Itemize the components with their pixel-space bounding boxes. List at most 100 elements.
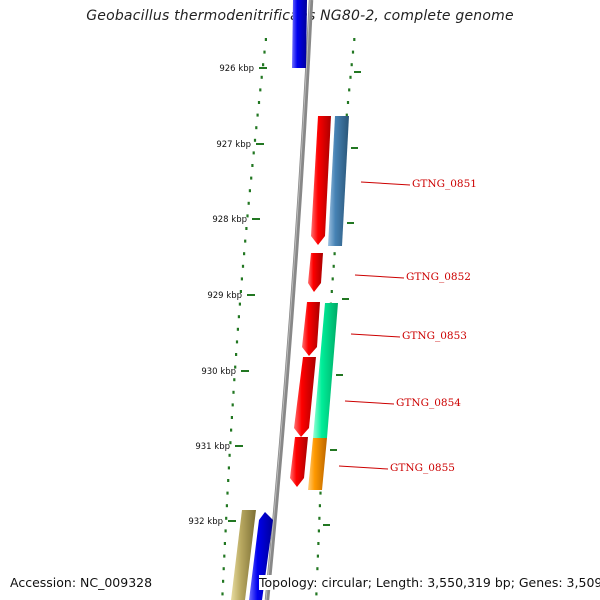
gene-label-leader: [360, 181, 411, 186]
ruler-inner-dot: [259, 88, 262, 92]
gene-label-leader: [354, 274, 405, 279]
ruler-inner-dot: [248, 189, 251, 193]
ruler-tick-label: 931 kbp: [195, 442, 230, 452]
gene-label-gtng-0852[interactable]: GTNG_0852: [406, 271, 471, 283]
gene-red-3[interactable]: [302, 302, 320, 356]
ruler-inner-dot: [252, 151, 255, 155]
ruler-outer-dot: [315, 592, 318, 596]
ruler-inner-dot: [257, 101, 261, 104]
ruler-inner-dot: [231, 403, 234, 407]
ruler-outer-dot: [333, 252, 336, 256]
ruler-tick-label: 928 kbp: [212, 215, 247, 225]
gene-red-2[interactable]: [308, 253, 323, 292]
ruler-outer-dot: [348, 88, 351, 92]
accession-text: Accession: NC_009328: [10, 575, 153, 590]
ruler-inner-dot: [243, 252, 246, 256]
ruler-inner-dot: [225, 504, 228, 508]
ruler-inner-dot: [260, 75, 263, 79]
gene-red-1[interactable]: [311, 116, 331, 245]
ruler-inner-dot: [234, 365, 237, 369]
ruler-inner-dot: [228, 453, 231, 457]
ruler-inner-dot: [222, 567, 225, 571]
ruler-outer-dot: [345, 113, 348, 117]
ruler-outer-dot: [318, 504, 321, 508]
ruler-outer-dot: [318, 516, 321, 520]
gene-top-blue[interactable]: [292, 0, 307, 68]
ruler-inner-dot: [253, 138, 257, 142]
gene-label-gtng-0851[interactable]: GTNG_0851: [412, 178, 477, 190]
ruler-ticks: 926 kbp 927 kbp 928 kbp 929 kbp 930 kbp 931 k…: [188, 64, 361, 527]
ruler-inner-dot: [262, 63, 265, 67]
ruler-inner-dot: [251, 164, 254, 167]
gene-label-leader: [338, 465, 389, 470]
ruler-inner-dot: [244, 239, 247, 243]
ruler-outer-dot: [316, 567, 319, 571]
gene-red-4[interactable]: [294, 357, 316, 437]
ruler-outer-dot: [317, 542, 320, 545]
gene-label-gtng-0855[interactable]: GTNG_0855: [390, 462, 455, 474]
ruler-inner-dot: [227, 466, 230, 470]
ruler-inner-dot: [230, 416, 233, 419]
ruler-inner-dot: [221, 592, 224, 596]
ruler-outer-dot: [317, 529, 320, 533]
ruler-outer-dot: [316, 554, 319, 558]
gene-label-gtng-0854[interactable]: GTNG_0854: [396, 397, 461, 409]
ruler-outer-dot: [331, 277, 334, 281]
gene-label-leader: [350, 333, 401, 338]
ruler-inner-dot: [224, 529, 227, 533]
ruler-inner-dot: [246, 214, 249, 218]
ruler-inner-dot: [263, 50, 266, 54]
ruler-inner-dot: [241, 264, 245, 268]
ruler-inner-dot: [240, 277, 243, 281]
ruler-outer-dot: [349, 75, 352, 79]
ruler-inner-dot: [235, 340, 239, 344]
ruler-inner-dot: [233, 378, 236, 382]
ruler-outer-dot: [353, 38, 356, 41]
ruler-inner-dot: [250, 176, 253, 180]
gene-labels: GTNG_0851 GTNG_0852 GTNG_0853 GTNG_0854 GTNG…: [338, 178, 477, 474]
ruler-inner-dot: [223, 554, 226, 558]
ruler-outer-dot: [319, 491, 322, 495]
gene-steel-blue[interactable]: [328, 116, 349, 246]
ruler-inner-dot: [239, 290, 242, 293]
ruler-inner-dot: [232, 390, 235, 394]
ruler-inner-dot: [236, 327, 239, 331]
ruler-inner-dot: [255, 126, 258, 130]
ruler-inner-dot: [238, 302, 241, 306]
ruler-inner-dots: [221, 38, 267, 596]
ruler-inner-dot: [230, 428, 233, 432]
ruler-tick-label: 929 kbp: [207, 291, 242, 301]
ruler-tick-label: 930 kbp: [201, 367, 236, 377]
ruler-tick-label: 932 kbp: [188, 517, 223, 527]
ruler-inner-dot: [235, 353, 238, 356]
gene-bottom-blue[interactable]: [249, 512, 273, 600]
ruler-inner-dot: [256, 113, 259, 117]
ruler-inner-dot: [225, 516, 228, 520]
ruler-inner-dot: [247, 201, 250, 205]
ruler-inner-dot: [227, 479, 230, 482]
gene-red-5[interactable]: [290, 437, 308, 487]
ruler-inner-dot: [222, 579, 225, 583]
ruler-inner-dot: [264, 38, 267, 41]
ruler-outer-dot: [332, 264, 335, 268]
ruler-tick-label: 927 kbp: [216, 140, 251, 150]
ruler-outer-dot: [330, 290, 333, 293]
genome-summary-text: Topology: circular; Length: 3,550,319 bp…: [259, 575, 600, 590]
gene-mint[interactable]: [313, 303, 338, 438]
gene-orange[interactable]: [308, 438, 327, 490]
gene-olive[interactable]: [231, 510, 256, 600]
ruler-inner-dot: [229, 441, 232, 445]
ruler-outer-dot: [350, 63, 353, 67]
ruler-inner-dot: [226, 491, 229, 495]
ruler-outer-dot: [346, 101, 350, 104]
ruler-outer-dot: [351, 50, 355, 54]
ruler-inner-dot: [237, 315, 240, 319]
ruler-inner-dot: [223, 542, 226, 545]
ruler-tick-label: 926 kbp: [219, 64, 254, 74]
gene-label-leader: [344, 400, 395, 405]
genome-backbone-highlight: [265, 0, 311, 600]
genome-backbone: [264, 0, 314, 600]
ruler-inner-dot: [245, 227, 248, 230]
gene-label-gtng-0853[interactable]: GTNG_0853: [402, 330, 467, 342]
